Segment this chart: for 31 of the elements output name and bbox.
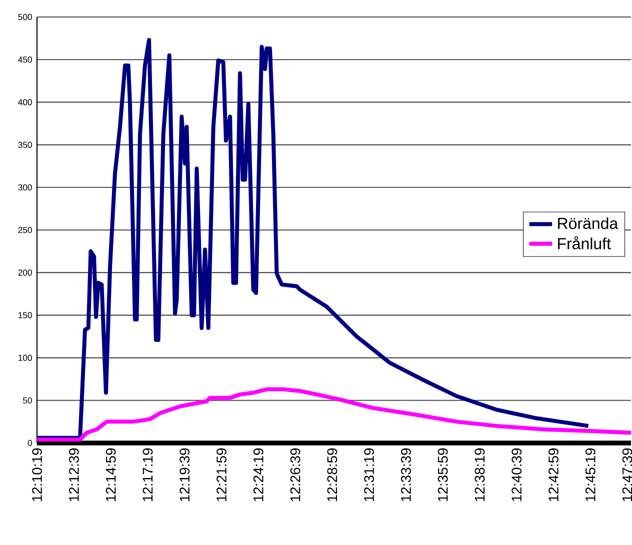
x-tick-label: 12:47:39 (622, 448, 632, 502)
x-tick-label: 12:38:19 (474, 448, 485, 502)
x-tick-label: 12:19:39 (180, 448, 190, 502)
y-tick-label: 250 (18, 226, 32, 234)
x-tick-label: 12:45:19 (585, 448, 596, 502)
x-tick-label: 12:35:59 (438, 448, 448, 502)
x-tick-label: 12:31:19 (364, 448, 374, 502)
legend-label: Frånluft (558, 236, 611, 250)
y-tick-label: 100 (18, 354, 32, 361)
x-tick-label: 12:21:59 (216, 448, 226, 502)
y-tick-label: 350 (18, 142, 32, 148)
x-tick-label: 12:40:39 (512, 448, 522, 502)
x-tick-label: 12:14:59 (106, 448, 116, 502)
y-tick-label: 400 (18, 99, 32, 106)
y-tick-label: 150 (18, 312, 32, 318)
line-series (35, 387, 632, 442)
x-tick-label: 12:10:19 (32, 448, 42, 502)
x-tick-label: 12:26:39 (290, 448, 300, 502)
y-tick-label: 500 (18, 14, 32, 20)
x-tick-label: 12:33:39 (400, 448, 411, 502)
x-tick-label: 12:12:39 (68, 448, 79, 502)
y-tick-label: 200 (18, 270, 32, 276)
y-tick-label: 300 (18, 184, 32, 190)
x-tick-label: 12:42:59 (548, 448, 558, 502)
legend-label: Rörända (558, 217, 618, 230)
y-tick-label: 50 (23, 397, 32, 404)
x-tick-label: 12:24:19 (253, 448, 264, 502)
y-tick-label: 450 (18, 56, 32, 63)
x-tick-label: 12:28:59 (327, 448, 338, 502)
y-tick-label: 0 (28, 440, 32, 446)
x-tick-label: 12:17:19 (142, 448, 153, 502)
